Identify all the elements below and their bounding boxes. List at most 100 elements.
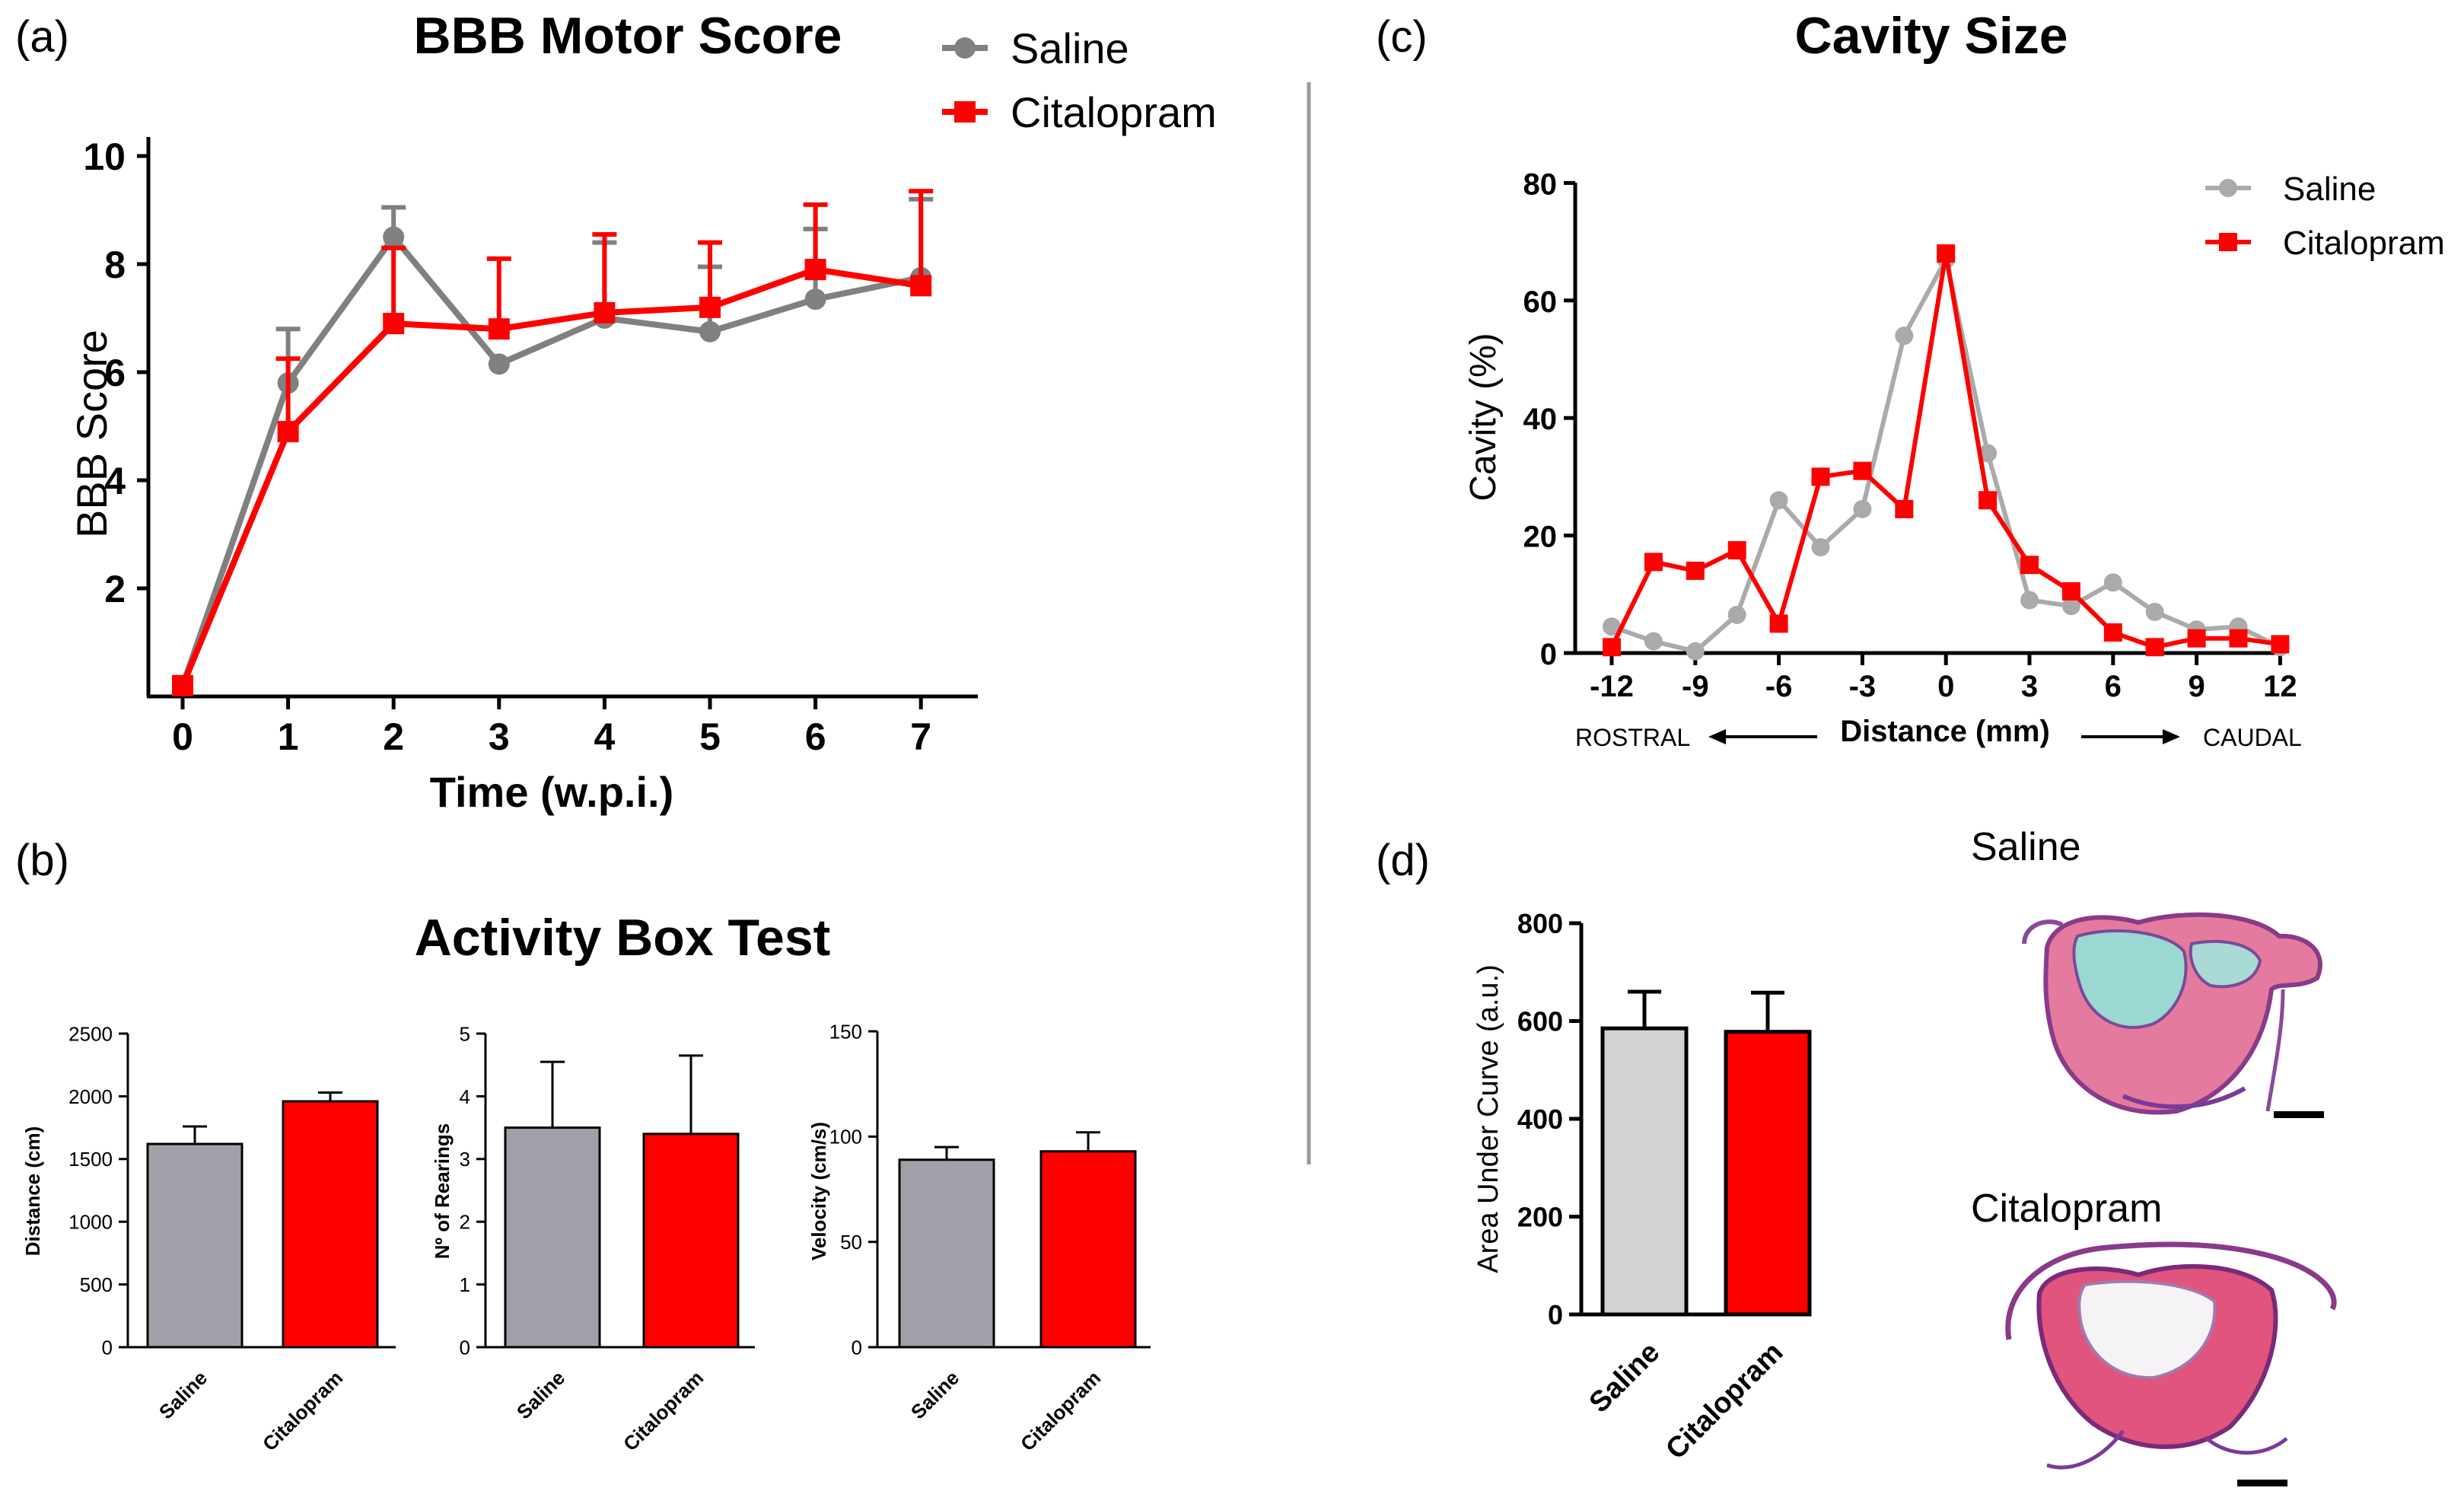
cavity-xtick-label: -12 (1590, 670, 1634, 703)
bbb-legend-citalopram-marker (954, 101, 976, 123)
cavity-point-citalopram (2061, 581, 2080, 601)
rearings-chart: Nº of Rearings 0 1 2 3 4 5 Saline Citalopram (431, 1022, 755, 1455)
velocity-ytick-label: 100 (829, 1126, 862, 1149)
cavity-point-saline (2103, 573, 2122, 592)
velocity-bar-citalopram (1039, 1150, 1137, 1349)
velocity-bar-saline (898, 1158, 995, 1349)
distance-ytick-label: 2000 (68, 1085, 113, 1108)
cavity-xtick-label: -6 (1765, 670, 1793, 703)
bbb-line-citalopram (180, 266, 922, 687)
cavity-xtick-label: 3 (2021, 670, 2038, 703)
cavity-point-citalopram (2229, 629, 2248, 648)
cavity-point-citalopram (1769, 614, 1788, 633)
cavity-point-saline (1895, 327, 1914, 346)
cavity-ylabel: Cavity (%) (1463, 333, 1504, 501)
bbb-point-citalopram (488, 318, 510, 340)
panel-label-d: (d) (1376, 836, 1430, 885)
histology-citalopram-image (2005, 1241, 2337, 1486)
rearings-ytick-label: 2 (460, 1211, 470, 1234)
bbb-point-saline (488, 353, 510, 375)
cavity-point-saline (1979, 444, 1998, 463)
bbb-xtick-label: 6 (805, 715, 826, 758)
cavity-point-saline (1853, 499, 1872, 518)
cavity-point-citalopram (1937, 244, 1956, 263)
cavity-point-saline (1811, 538, 1830, 557)
bbb-point-citalopram (699, 296, 721, 318)
bbb-title: BBB Motor Score (414, 7, 842, 65)
rearings-ytick-label: 0 (460, 1336, 470, 1359)
auc-bar-citalopram (1724, 1030, 1812, 1317)
cavity-xtick-label: 12 (2263, 670, 2297, 703)
bbb-point-citalopram (277, 421, 299, 443)
distance-xtick-label: Saline (154, 1366, 212, 1423)
bbb-xtick-label: 7 (910, 715, 931, 758)
cavity-ytick-label: 0 (1540, 638, 1557, 671)
bbb-ytick-label: 4 (104, 460, 126, 502)
cavity-point-saline (2020, 591, 2039, 610)
cavity-point-saline (1686, 642, 1705, 661)
cavity-point-citalopram (1895, 499, 1914, 518)
bbb-ylabel: BBB Score (68, 330, 116, 538)
cavity-point-saline (1603, 617, 1621, 636)
distance-ytick-label: 2500 (68, 1022, 113, 1045)
histology-citalopram-scalebar (2237, 1480, 2287, 1486)
cavity-xtick-label: -3 (1849, 670, 1877, 703)
cavity-legend-saline-marker (2219, 179, 2237, 197)
bbb-legend-saline: Saline (1011, 24, 1129, 72)
distance-ytick-label: 1000 (68, 1211, 113, 1234)
rearings-ytick-label: 1 (460, 1273, 470, 1296)
bbb-xtick-label: 5 (699, 715, 721, 758)
distance-ylabel: Distance (cm) (21, 1126, 44, 1257)
histology-saline-image (2022, 912, 2324, 1118)
velocity-chart: Velocity (cm/s) 0 50 100 150 Saline Citalopra… (807, 1020, 1151, 1455)
velocity-ytick-label: 0 (852, 1336, 862, 1359)
panel-label-c: (c) (1376, 12, 1428, 62)
auc-xtick-label: Citalopram (1660, 1337, 1789, 1466)
bbb-point-citalopram (910, 275, 932, 297)
auc-ytick-label: 600 (1517, 1005, 1563, 1037)
auc-ytick-label: 0 (1548, 1299, 1563, 1330)
cavity-xtick-label: 9 (2188, 670, 2205, 703)
bbb-ytick-label: 8 (104, 244, 126, 286)
histology-citalopram-label: Citalopram (1971, 1187, 2162, 1231)
cavity-point-citalopram (2020, 556, 2039, 575)
velocity-ytick-label: 150 (829, 1020, 862, 1043)
cavity-legend-citalopram: Citalopram (2283, 225, 2445, 262)
cavity-xtick-label: -9 (1682, 670, 1709, 703)
cavity-point-citalopram (1853, 461, 1872, 480)
cavity-point-citalopram (2145, 638, 2164, 657)
cavity-ytick-label: 20 (1523, 521, 1558, 554)
cavity-legend-citalopram-marker (2219, 233, 2237, 251)
cavity-rostral-note: ROSTRAL (1575, 724, 1690, 751)
panel-label-a: (a) (15, 12, 69, 62)
cavity-point-citalopram (1644, 553, 1663, 572)
bbb-point-saline (699, 320, 721, 342)
auc-ytick-label: 400 (1517, 1104, 1563, 1135)
cavity-ytick-label: 40 (1523, 403, 1558, 436)
cavity-point-citalopram (1686, 561, 1705, 580)
rearings-xtick-label: Citalopram (619, 1366, 708, 1455)
bbb-xtick-label: 0 (172, 715, 193, 758)
auc-ytick-label: 200 (1517, 1201, 1563, 1232)
bbb-xtick-label: 2 (383, 715, 404, 758)
bbb-xtick-label: 3 (489, 715, 510, 758)
auc-chart: Area Under Curve (a.u.) 0 200 400 600 800 Sal… (1472, 908, 1812, 1466)
cavity-point-citalopram (1603, 638, 1621, 657)
bbb-point-saline (383, 226, 405, 248)
histology-saline-label: Saline (1971, 825, 2081, 869)
cavity-legend-saline: Saline (2283, 170, 2376, 208)
rearings-xtick-label: Saline (512, 1366, 569, 1423)
bbb-legend-citalopram: Citalopram (1011, 88, 1217, 136)
bbb-point-citalopram (804, 259, 826, 281)
cavity-ytick-label: 60 (1523, 285, 1558, 319)
auc-bar-saline (1600, 1026, 1689, 1317)
cavity-line-citalopram (1609, 253, 2281, 650)
velocity-xtick-label: Citalopram (1016, 1366, 1105, 1455)
cavity-point-citalopram (1727, 540, 1746, 559)
rearings-bar-saline (504, 1126, 601, 1349)
cavity-point-citalopram (2271, 635, 2290, 654)
cavity-point-citalopram (1979, 491, 1998, 510)
rearings-bar-citalopram (642, 1133, 740, 1349)
